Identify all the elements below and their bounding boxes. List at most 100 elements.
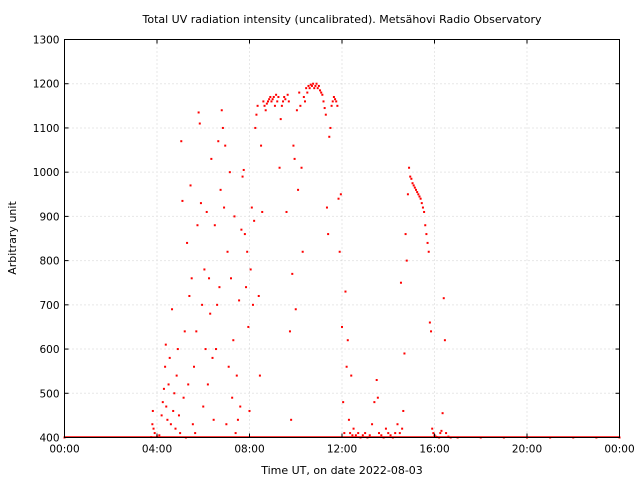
data-point <box>211 356 214 359</box>
data-point <box>241 175 244 178</box>
data-point <box>239 405 242 408</box>
data-point <box>294 308 297 311</box>
data-point <box>322 100 325 103</box>
data-point <box>301 250 304 253</box>
y-axis-label: Arbitrary unit <box>6 201 19 275</box>
data-point <box>368 434 371 437</box>
data-point <box>421 206 424 209</box>
data-point <box>161 401 164 404</box>
data-point <box>329 126 332 129</box>
data-point <box>428 321 431 324</box>
data-point <box>242 168 245 171</box>
data-point <box>416 191 419 194</box>
data-point <box>256 104 259 107</box>
data-point <box>277 95 280 98</box>
data-point <box>272 95 275 98</box>
data-point <box>406 193 409 196</box>
x-tick-label: 12:00 <box>327 444 357 456</box>
data-point <box>409 175 412 178</box>
data-point <box>201 303 204 306</box>
data-point <box>181 199 184 202</box>
data-point <box>190 277 193 280</box>
data-point <box>310 84 313 87</box>
data-point <box>236 418 239 421</box>
data-point <box>430 330 433 333</box>
data-point <box>323 107 326 110</box>
data-point <box>220 109 223 112</box>
data-point <box>152 427 155 430</box>
data-point <box>171 308 174 311</box>
data-point <box>235 374 238 377</box>
data-point <box>431 427 434 430</box>
data-point <box>216 303 219 306</box>
data-point <box>290 418 293 421</box>
x-axis-label: Time UT, on date 2022-08-03 <box>260 464 423 477</box>
data-point <box>335 100 338 103</box>
data-point <box>321 93 324 96</box>
data-point <box>233 215 236 218</box>
data-point <box>408 166 411 169</box>
data-point <box>209 312 212 315</box>
data-point <box>166 418 169 421</box>
data-point <box>288 330 291 333</box>
y-tick-label: 1300 <box>33 35 60 47</box>
data-point <box>187 383 190 386</box>
data-point <box>202 405 205 408</box>
data-point <box>418 195 421 198</box>
data-point <box>327 233 330 236</box>
data-point <box>258 374 261 377</box>
data-point <box>343 432 346 435</box>
data-point <box>165 405 168 408</box>
y-tick-label: 400 <box>39 433 59 445</box>
data-point <box>402 409 405 412</box>
data-point <box>339 193 342 196</box>
grid-lines <box>64 39 620 438</box>
data-point <box>424 224 427 227</box>
data-point <box>182 396 185 399</box>
data-point <box>410 177 413 180</box>
data-point <box>309 83 312 86</box>
data-point <box>179 432 182 435</box>
data-point <box>243 233 246 236</box>
x-tick-label: 00:00 <box>604 444 634 456</box>
data-point <box>423 210 426 213</box>
data-point <box>302 95 305 98</box>
data-point <box>260 144 263 147</box>
data-point <box>188 294 191 297</box>
data-point <box>246 250 249 253</box>
data-point <box>387 432 390 435</box>
data-point <box>394 432 397 435</box>
data-point <box>164 365 167 368</box>
x-tick-label: 04:00 <box>142 444 172 456</box>
data-point <box>255 113 258 116</box>
data-point <box>419 197 422 200</box>
data-point <box>173 392 176 395</box>
data-point <box>324 113 327 116</box>
data-point <box>212 418 215 421</box>
data-point <box>238 299 241 302</box>
data-point <box>338 250 341 253</box>
data-point <box>413 186 416 189</box>
data-point <box>194 432 197 435</box>
data-point <box>306 91 309 94</box>
data-point <box>158 434 161 437</box>
data-point <box>443 339 446 342</box>
data-point <box>250 206 253 209</box>
data-point <box>162 387 165 390</box>
data-point <box>276 100 279 103</box>
data-point <box>228 171 231 174</box>
data-point <box>403 352 406 355</box>
data-point <box>328 135 331 138</box>
data-point <box>177 414 180 417</box>
data-point <box>262 100 265 103</box>
data-point <box>199 202 202 205</box>
data-point <box>230 277 232 280</box>
data-point <box>247 325 250 328</box>
data-point <box>183 330 186 333</box>
data-point <box>304 100 306 103</box>
data-point <box>167 383 170 386</box>
data-point <box>225 423 228 426</box>
data-point <box>432 432 435 435</box>
data-point <box>232 339 235 342</box>
data-point <box>208 277 211 280</box>
